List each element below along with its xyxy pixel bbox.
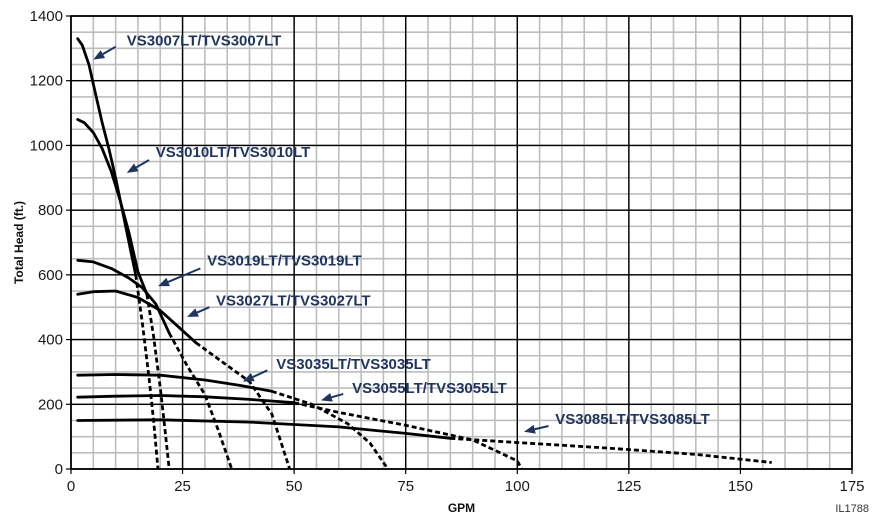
- axis-ticks: 0 25 50 75 100 125 150 175 0 200 400 600 800 1000 1200…: [30, 8, 865, 495]
- y-tick-label: 1200: [30, 73, 63, 90]
- label-arrow-shaft: [534, 424, 549, 431]
- curve-dashed: [145, 294, 171, 470]
- y-tick-label: 1000: [30, 137, 63, 154]
- label-arrow-shaft: [135, 159, 150, 169]
- label-arrow-shaft: [252, 369, 268, 378]
- arrow-head-icon: [320, 393, 333, 402]
- arrow-head-icon: [126, 163, 139, 173]
- curve-dashed: [271, 389, 390, 470]
- y-tick-label: 0: [55, 461, 63, 478]
- curve-label: VS3035LT/TVS3035LT: [276, 356, 431, 373]
- y-tick-label: 600: [38, 267, 63, 284]
- curve-solid: [76, 289, 198, 345]
- major-grid: [70, 15, 853, 470]
- arrow-head-icon: [242, 372, 255, 382]
- x-tick-label: 25: [174, 478, 191, 495]
- curve-solid: [76, 418, 452, 440]
- x-tick-label: 0: [67, 478, 75, 495]
- x-axis-title: GPM: [448, 501, 475, 515]
- y-tick-label: 400: [38, 332, 63, 349]
- curve-solid: [76, 37, 138, 277]
- curve-label: VS3019LT/TVS3019LT: [207, 252, 362, 269]
- x-tick-label: 75: [397, 478, 414, 495]
- curve-solid: [76, 373, 274, 393]
- label-arrow-shaft: [167, 267, 201, 283]
- curve-labels: VS3007LT/TVS3007LT VS3010LT/TVS3010LT VS30…: [93, 32, 710, 434]
- x-tick-label: 125: [616, 478, 641, 495]
- curve-label: VS3007LT/TVS3007LT: [127, 32, 282, 49]
- y-axis-title: Total Head (ft.): [12, 201, 26, 284]
- curve-label: VS3027LT/TVS3027LT: [216, 293, 371, 310]
- x-tick-label: 150: [728, 478, 753, 495]
- curve-label: VS3085LT/TVS3085LT: [555, 411, 710, 428]
- arrow-head-icon: [523, 424, 536, 434]
- y-tick-label: 800: [38, 202, 63, 219]
- curve-solid: [76, 118, 149, 296]
- x-tick-label: 50: [286, 478, 303, 495]
- curve-solid: [76, 258, 171, 335]
- curve-label: VS3055LT/TVS3055LT: [352, 380, 507, 397]
- curve-label: VS3010LT/TVS3010LT: [156, 144, 311, 161]
- arrow-head-icon: [187, 308, 199, 317]
- curve-dashed: [134, 274, 160, 470]
- minor-grid: [70, 15, 853, 470]
- figure-id-note: IL1788: [835, 503, 869, 515]
- curve-dashed: [167, 332, 234, 470]
- y-tick-label: 1400: [30, 8, 63, 25]
- curve-dashed: [195, 341, 292, 470]
- curve-solid: [76, 394, 296, 405]
- y-tick-label: 200: [38, 396, 63, 413]
- pump-curves: [76, 37, 772, 470]
- curve-dashed: [450, 436, 772, 464]
- plot-frame: [70, 15, 853, 470]
- label-arrow-shaft: [331, 392, 344, 399]
- curve-dashed: [293, 401, 523, 470]
- label-arrow-shaft: [102, 45, 117, 56]
- x-tick-label: 175: [839, 478, 864, 495]
- arrow-head-icon: [93, 50, 106, 60]
- arrow-head-icon: [158, 277, 170, 287]
- x-tick-label: 100: [505, 478, 530, 495]
- label-arrow-shaft: [196, 306, 210, 314]
